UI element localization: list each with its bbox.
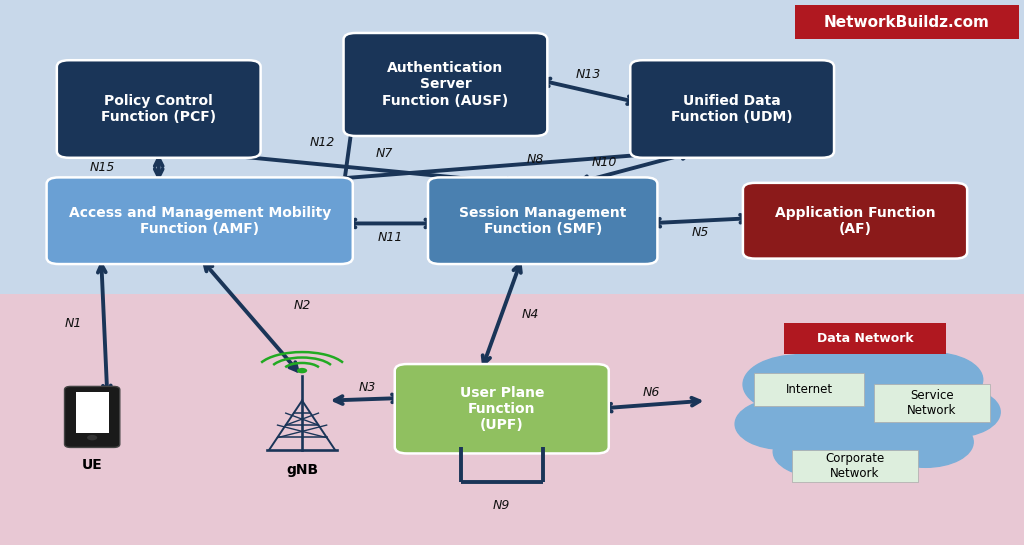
Text: Session Management
Function (SMF): Session Management Function (SMF) [459, 205, 627, 236]
Text: N6: N6 [643, 386, 660, 399]
Text: Data Network: Data Network [817, 332, 913, 345]
FancyBboxPatch shape [65, 386, 120, 447]
FancyBboxPatch shape [873, 384, 989, 422]
Circle shape [905, 387, 1000, 437]
Text: Application Function
(AF): Application Function (AF) [775, 205, 935, 236]
Circle shape [786, 368, 881, 420]
Text: Corporate
Network: Corporate Network [825, 452, 885, 480]
Circle shape [735, 399, 830, 449]
Text: N7: N7 [376, 148, 393, 160]
Circle shape [842, 332, 937, 384]
FancyBboxPatch shape [784, 323, 946, 354]
FancyBboxPatch shape [795, 5, 1019, 39]
Text: Unified Data
Function (UDM): Unified Data Function (UDM) [672, 94, 793, 124]
Text: N8: N8 [526, 153, 544, 166]
Text: N4: N4 [522, 307, 539, 320]
FancyBboxPatch shape [47, 177, 352, 264]
FancyBboxPatch shape [630, 60, 834, 158]
Text: Authentication
Server
Function (AUSF): Authentication Server Function (AUSF) [382, 61, 509, 108]
Text: N1: N1 [65, 317, 82, 330]
Text: gNB: gNB [286, 463, 318, 477]
Bar [0, 294, 1024, 545]
Text: N12: N12 [310, 136, 335, 149]
FancyBboxPatch shape [428, 177, 657, 264]
FancyBboxPatch shape [742, 183, 967, 259]
Text: N15: N15 [90, 161, 115, 174]
Circle shape [297, 368, 307, 373]
Circle shape [87, 435, 97, 440]
Bar [0, 0, 1024, 294]
Circle shape [810, 377, 921, 435]
Text: N9: N9 [494, 499, 510, 512]
Circle shape [881, 353, 983, 407]
Text: Service
Network: Service Network [907, 389, 956, 417]
Text: User Plane
Function
(UPF): User Plane Function (UPF) [460, 385, 544, 432]
Text: N3: N3 [358, 381, 376, 393]
Circle shape [828, 433, 918, 480]
Text: NetworkBuildz.com: NetworkBuildz.com [824, 15, 989, 30]
FancyBboxPatch shape [344, 33, 547, 136]
Text: N5: N5 [691, 226, 709, 239]
FancyBboxPatch shape [793, 450, 918, 482]
Text: Internet: Internet [785, 383, 833, 396]
Circle shape [878, 416, 973, 468]
FancyBboxPatch shape [754, 373, 864, 406]
FancyBboxPatch shape [57, 60, 260, 158]
Text: N2: N2 [294, 299, 310, 312]
Text: N11: N11 [378, 231, 403, 244]
Circle shape [773, 426, 868, 477]
Circle shape [743, 355, 854, 414]
Text: Policy Control
Function (PCF): Policy Control Function (PCF) [101, 94, 216, 124]
Circle shape [794, 335, 889, 386]
Text: Access and Management Mobility
Function (AMF): Access and Management Mobility Function … [69, 205, 331, 236]
Text: UE: UE [82, 458, 102, 472]
Text: N13: N13 [577, 69, 601, 81]
FancyBboxPatch shape [394, 364, 608, 453]
Text: N10: N10 [592, 156, 616, 168]
Circle shape [850, 368, 944, 420]
FancyBboxPatch shape [76, 392, 109, 433]
